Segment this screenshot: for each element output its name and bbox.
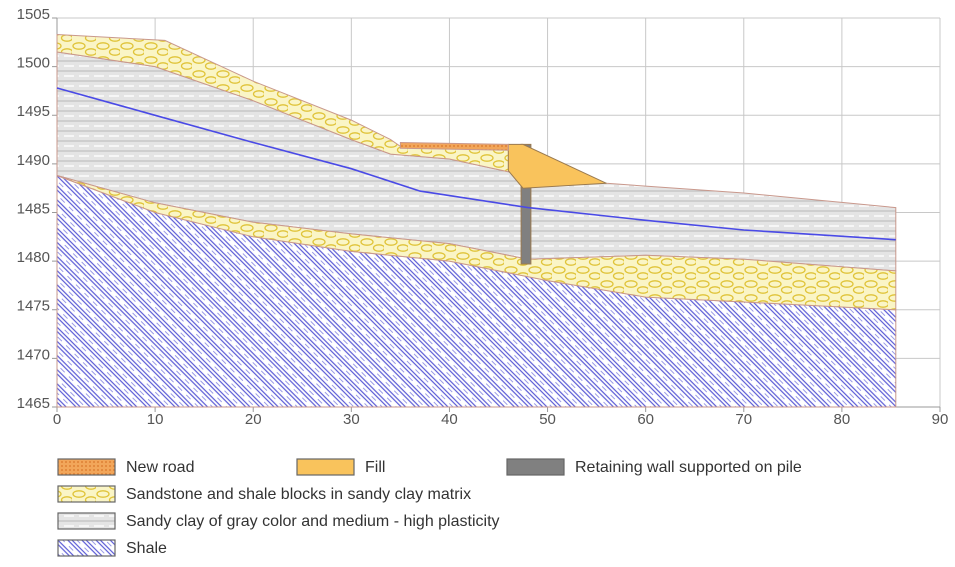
y-tick-label: 1505: [17, 6, 50, 23]
x-tick-label: 20: [245, 411, 262, 428]
legend-label: Shale: [126, 540, 167, 557]
y-tick-label: 1465: [17, 395, 50, 412]
legend-swatch: [58, 486, 115, 502]
legend-label: Sandy clay of gray color and medium - hi…: [126, 513, 500, 530]
y-tick-label: 1485: [17, 200, 50, 217]
y-tick-label: 1475: [17, 298, 50, 315]
y-tick-label: 1470: [17, 346, 50, 363]
legend-swatch: [58, 513, 115, 529]
legend-swatch: [507, 459, 564, 475]
chart: 1465 1470 1475 1480 1485 1490 1495 1500 1505 0 10 2…: [0, 0, 955, 562]
layer: [508, 144, 606, 188]
legend-label: New road: [126, 459, 194, 476]
legend-label: Sandstone and shale blocks in sandy clay…: [126, 486, 471, 503]
x-tick-label: 70: [735, 411, 752, 428]
legend-swatch: [58, 540, 115, 556]
x-tick-label: 30: [343, 411, 360, 428]
x-tick-label: 40: [441, 411, 458, 428]
x-tick-label: 90: [932, 411, 949, 428]
legend-swatch: [58, 459, 115, 475]
y-tick-label: 1490: [17, 152, 50, 169]
x-tick-label: 50: [539, 411, 556, 428]
y-tick-label: 1480: [17, 249, 50, 266]
x-tick-label: 60: [637, 411, 654, 428]
x-tick-label: 80: [834, 411, 851, 428]
y-tick-label: 1495: [17, 103, 50, 120]
legend-label: Fill: [365, 459, 385, 476]
legend-label: Retaining wall supported on pile: [575, 459, 802, 476]
x-tick-label: 0: [53, 411, 61, 428]
legend-swatch: [297, 459, 354, 475]
x-tick-label: 10: [147, 411, 164, 428]
y-tick-label: 1500: [17, 55, 50, 72]
